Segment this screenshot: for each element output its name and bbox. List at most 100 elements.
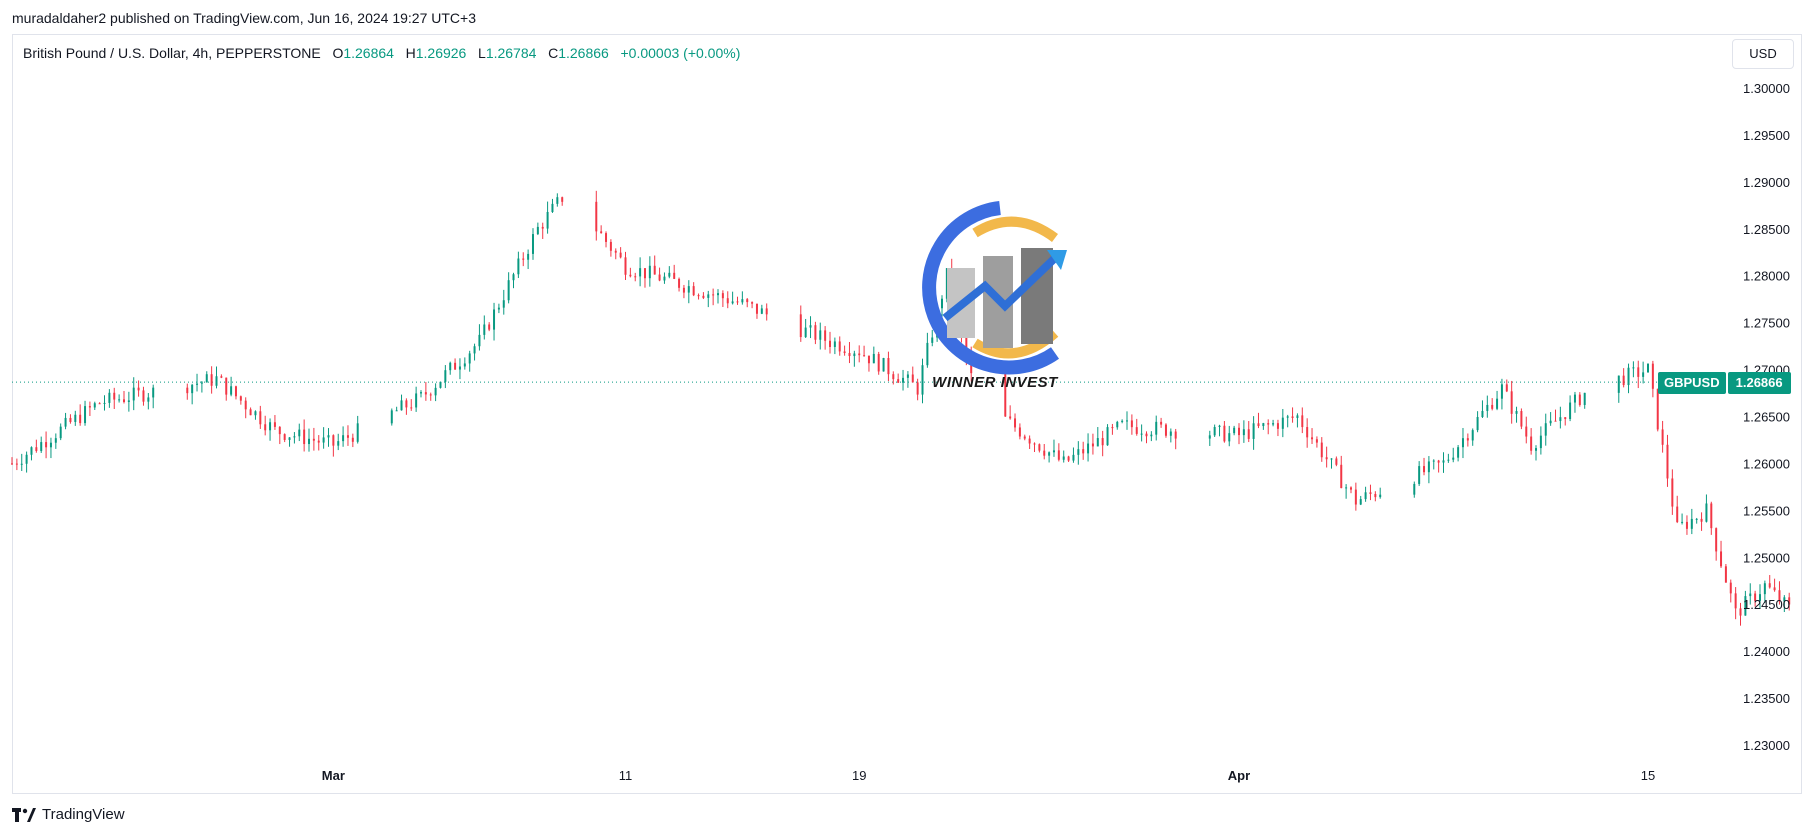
candle-body xyxy=(1067,456,1070,461)
candle-body xyxy=(84,406,87,424)
candle-body xyxy=(434,387,437,396)
candle-body xyxy=(892,374,895,380)
candle-body xyxy=(536,226,539,235)
candle-body xyxy=(624,257,627,275)
candle-body xyxy=(1510,391,1513,414)
candle-body xyxy=(1447,459,1450,461)
y-tick-label: 1.26500 xyxy=(1743,410,1790,425)
tradingview-footer[interactable]: TradingView xyxy=(12,806,125,823)
candle-body xyxy=(517,258,520,275)
candle-body xyxy=(1330,458,1333,460)
candle-body xyxy=(1238,427,1240,436)
y-tick-label: 1.25500 xyxy=(1743,503,1790,518)
candle-body xyxy=(200,382,203,384)
candle-body xyxy=(814,325,817,340)
candle-body xyxy=(312,438,315,441)
candle-body xyxy=(561,197,564,202)
candle-body xyxy=(824,330,827,341)
candle-body xyxy=(488,324,491,330)
currency-button[interactable]: USD xyxy=(1732,39,1794,69)
candle-body xyxy=(877,353,880,372)
candle-body xyxy=(1043,450,1046,456)
candle-body xyxy=(478,334,481,347)
candle-body xyxy=(1306,427,1309,438)
candle-body xyxy=(69,417,72,422)
candle-body xyxy=(1476,416,1479,431)
candle-body xyxy=(541,226,544,229)
candle-body xyxy=(259,411,262,425)
tradingview-brand: TradingView xyxy=(42,806,125,823)
candle-body xyxy=(1515,411,1518,414)
candle-body xyxy=(887,358,890,375)
candle-body xyxy=(1048,452,1051,456)
candle-body xyxy=(1452,457,1455,460)
candle-body xyxy=(1651,363,1654,389)
candle-body xyxy=(1301,415,1304,428)
candle-body xyxy=(351,437,354,442)
candle-body xyxy=(405,400,408,408)
candle-body xyxy=(609,241,612,251)
candle-body xyxy=(678,278,681,288)
candle-body xyxy=(1315,439,1318,443)
y-tick-label: 1.30000 xyxy=(1743,81,1790,96)
candle-body xyxy=(1729,582,1732,594)
candle-body xyxy=(1349,487,1352,490)
candle-body xyxy=(507,280,510,301)
candle-body xyxy=(1018,427,1021,437)
candle-body xyxy=(945,268,948,299)
legend-change: +0.00003 (+0.00%) xyxy=(620,45,741,61)
candle-body xyxy=(1126,420,1129,422)
candle-body xyxy=(40,442,43,451)
candle-body xyxy=(1150,434,1153,437)
legend-close-value: 1.26866 xyxy=(558,45,609,61)
candle-body xyxy=(1160,421,1163,425)
candle-body xyxy=(658,274,661,281)
candle-body xyxy=(1291,416,1294,418)
candle-body xyxy=(132,387,135,401)
candle-body xyxy=(1788,597,1791,605)
candle-body xyxy=(113,392,116,400)
candle-body xyxy=(1296,415,1299,418)
candle-body xyxy=(1505,384,1508,392)
candle-body xyxy=(673,272,676,279)
candle-body xyxy=(1676,506,1679,523)
y-tick-label: 1.29000 xyxy=(1743,175,1790,190)
candle-body xyxy=(79,414,82,424)
candle-body xyxy=(1486,404,1489,411)
candle-body xyxy=(1354,489,1357,505)
candle-body xyxy=(634,276,637,278)
candle-body xyxy=(1311,437,1314,440)
candle-body xyxy=(152,387,155,398)
candle-body xyxy=(346,435,349,438)
candle-body xyxy=(502,300,505,308)
candle-body xyxy=(1695,518,1698,520)
candle-body xyxy=(1272,423,1275,425)
candle-body xyxy=(1121,420,1124,422)
candle-body xyxy=(1130,420,1133,428)
candle-body xyxy=(1559,417,1562,422)
candle-body xyxy=(1276,423,1279,429)
logo-text: WINNER INVEST xyxy=(932,374,1058,391)
candle-body xyxy=(1423,466,1426,473)
candle-body xyxy=(1418,466,1421,484)
candle-body xyxy=(1111,427,1114,429)
candle-body xyxy=(765,308,768,315)
candle-body xyxy=(1569,402,1572,419)
candle-body xyxy=(210,374,213,386)
candle-body xyxy=(1763,583,1766,595)
candle-body xyxy=(45,442,48,448)
candle-body xyxy=(1004,373,1007,417)
candle-body xyxy=(298,429,301,437)
candle-body xyxy=(687,286,690,293)
candle-body xyxy=(1364,492,1367,500)
candle-body xyxy=(390,410,393,424)
legend-low-value: 1.26784 xyxy=(485,45,537,61)
candle-body xyxy=(1062,456,1065,460)
candle-body xyxy=(332,435,335,446)
symbol-legend: British Pound / U.S. Dollar, 4h, PEPPERS… xyxy=(23,45,740,61)
candle-body xyxy=(1739,608,1742,616)
legend-symbol[interactable]: British Pound / U.S. Dollar, 4h, PEPPERS… xyxy=(23,45,321,61)
candle-body xyxy=(1466,438,1469,441)
candle-body xyxy=(940,298,943,309)
